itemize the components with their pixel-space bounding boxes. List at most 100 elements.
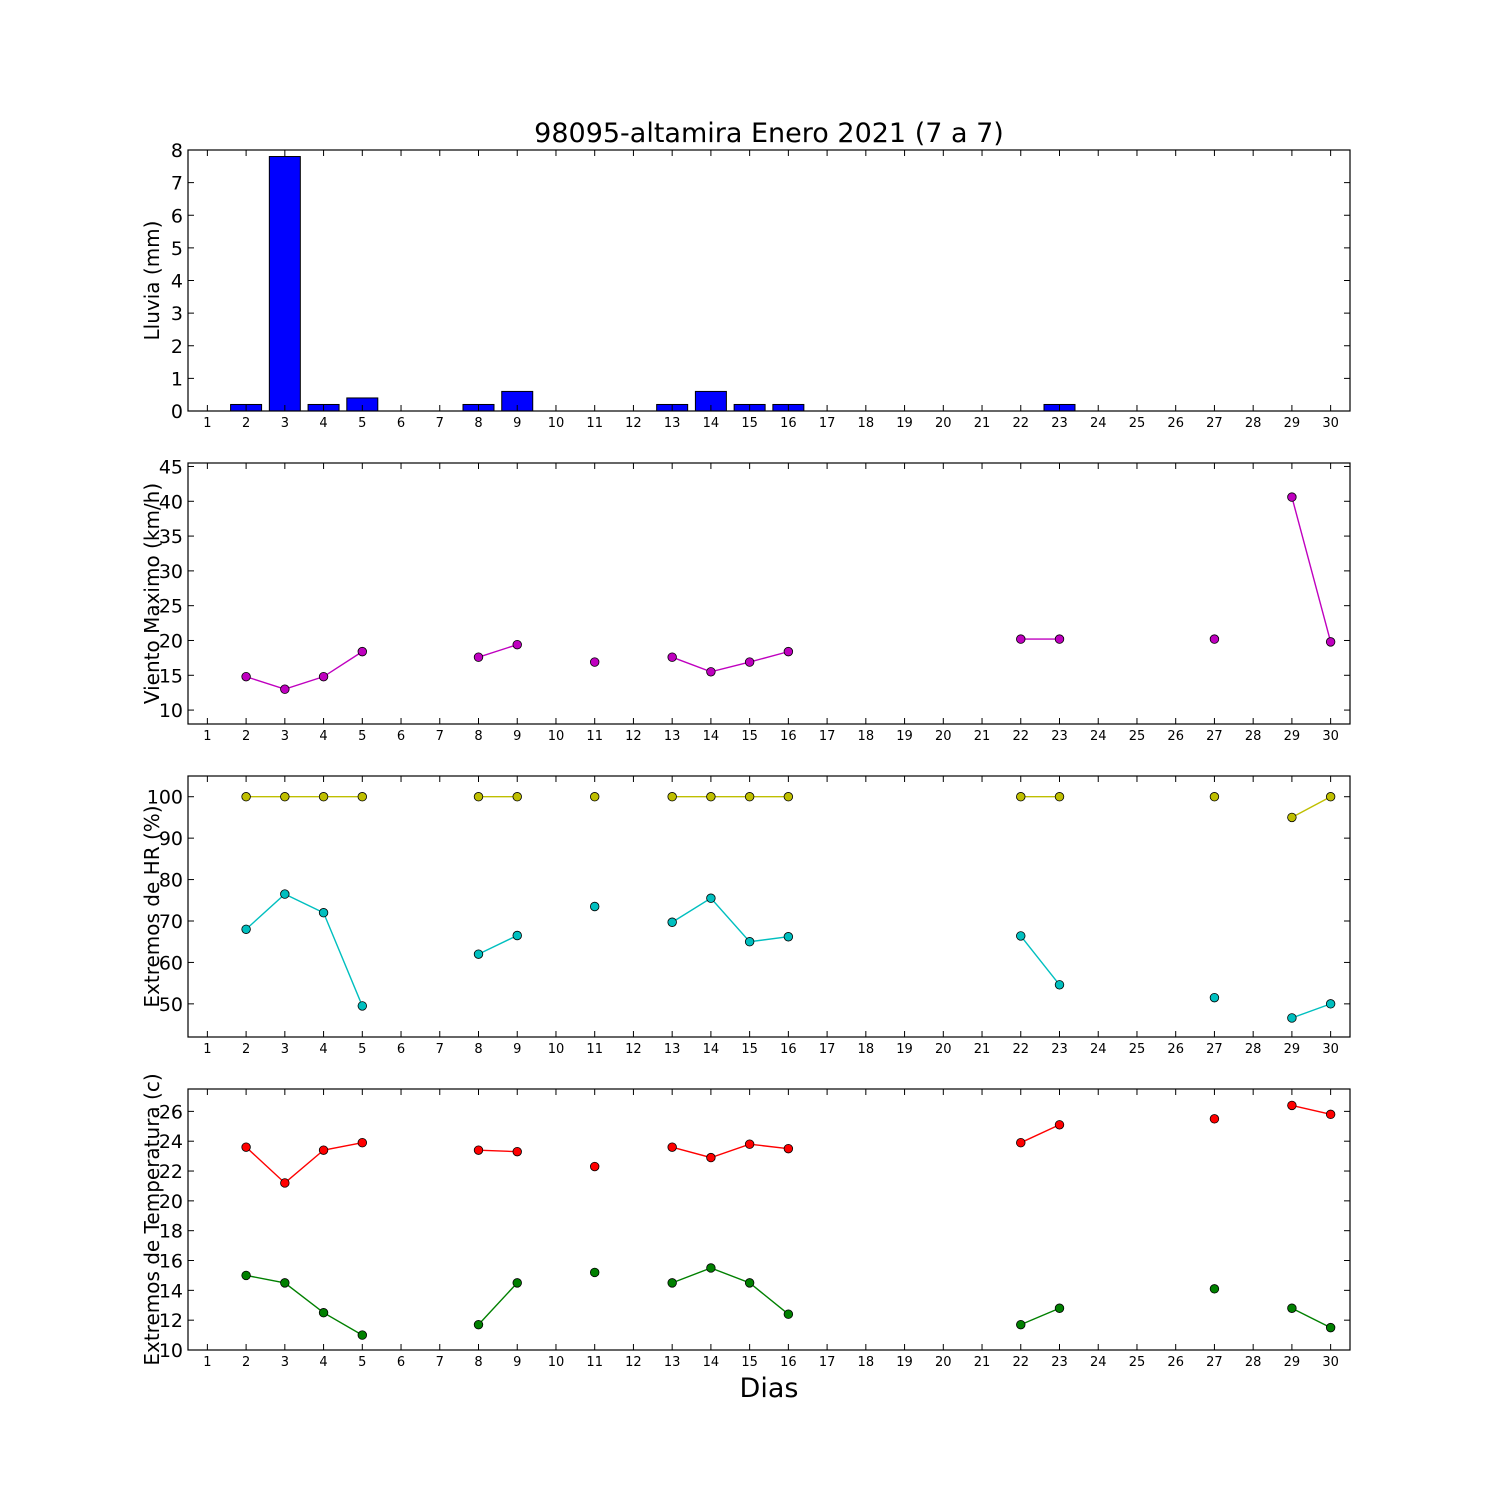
x-tick-label: 5 (358, 729, 366, 744)
x-tick-label: 10 (548, 729, 565, 744)
series-2-line (1291, 1307, 1331, 1329)
x-tick-label: 2 (242, 729, 250, 744)
series-1-point-day-14 (706, 667, 716, 677)
series-2-point-day-27 (1209, 992, 1220, 1003)
x-tick-label: 23 (1051, 729, 1068, 744)
series-1-point-day-30 (1325, 792, 1336, 802)
series-1-point-day-14 (706, 792, 716, 802)
x-tick-label: 25 (1129, 416, 1146, 431)
x-tick-label: 29 (1284, 729, 1301, 744)
x-tick-label: 24 (1090, 1355, 1107, 1370)
x-tick-label: 28 (1245, 729, 1262, 744)
series-1-point-day-15 (744, 792, 755, 802)
y-axis-label: Lluvia (mm) (140, 221, 164, 341)
series-1-point-day-13 (667, 652, 677, 662)
x-tick-label: 21 (974, 1042, 991, 1057)
y-tick-label: 12 (159, 1310, 183, 1332)
series-2-line (671, 897, 789, 943)
x-tick-label: 10 (548, 1042, 565, 1057)
series-2-point-day-13 (667, 1278, 677, 1288)
x-tick-label: 4 (319, 729, 327, 744)
y-tick-label: 100 (147, 787, 183, 809)
plot-frame (187, 462, 1351, 725)
y-tick-label: 30 (159, 561, 183, 583)
x-tick-label: 14 (703, 729, 720, 744)
series-2-point-day-9 (512, 1278, 522, 1288)
series-2-point-day-29 (1287, 1303, 1297, 1313)
chart-title: 98095-altamira Enero 2021 (7 a 7) (534, 118, 1004, 149)
series-2-line (477, 1282, 518, 1326)
x-tick-label: 16 (780, 729, 797, 744)
y-tick-label: 70 (159, 911, 183, 933)
plot-frame (187, 149, 1351, 412)
y-tick-label: 16 (159, 1251, 183, 1273)
series-2-point-day-23 (1054, 980, 1065, 990)
series-2-point-day-5 (357, 1330, 368, 1340)
series-1-point-day-15 (744, 657, 755, 667)
series-1-point-day-5 (357, 1137, 368, 1148)
x-tick-label: 10 (548, 1355, 565, 1370)
y-tick-label: 50 (159, 994, 183, 1016)
series-2-point-day-5 (357, 1001, 368, 1011)
series-2-point-day-16 (783, 1309, 794, 1319)
series-1-point-day-22 (1016, 1137, 1026, 1148)
series-1-point-day-8 (473, 1145, 484, 1155)
y-tick-label: 5 (171, 238, 183, 260)
series-2-point-day-8 (473, 1319, 484, 1330)
x-tick-label: 28 (1245, 416, 1262, 431)
series-1-point-day-5 (357, 646, 368, 657)
series-2-point-day-2 (241, 1270, 251, 1281)
x-tick-label: 24 (1090, 1042, 1107, 1057)
x-tick-label: 11 (586, 416, 603, 431)
x-tick-label: 5 (358, 1355, 366, 1370)
x-tick-label: 7 (436, 729, 444, 744)
x-tick-label: 13 (664, 1042, 681, 1057)
x-tick-label: 16 (780, 1042, 797, 1057)
series-1-point-day-30 (1325, 1109, 1336, 1120)
series-1-line (245, 1142, 363, 1184)
x-tick-label: 9 (513, 729, 521, 744)
y-tick-label: 10 (159, 1340, 183, 1362)
series-2-point-day-8 (473, 949, 484, 959)
x-tick-label: 6 (397, 1355, 405, 1370)
x-tick-label: 20 (935, 1042, 952, 1057)
series-1-point-day-13 (667, 792, 677, 802)
y-tick-label: 26 (159, 1101, 183, 1123)
x-tick-label: 17 (819, 1042, 836, 1057)
x-tick-label: 17 (819, 729, 836, 744)
y-tick-label: 24 (159, 1131, 183, 1153)
x-tick-label: 23 (1051, 1042, 1068, 1057)
series-1-line (1020, 1124, 1060, 1144)
series-1-point-day-30 (1325, 637, 1336, 647)
series-2-line (1291, 1003, 1331, 1019)
x-tick-label: 12 (625, 1355, 642, 1370)
x-tick-label: 18 (858, 416, 875, 431)
y-tick-label: 80 (159, 870, 183, 892)
x-tick-label: 19 (896, 416, 913, 431)
x-tick-label: 6 (397, 416, 405, 431)
x-tick-label: 25 (1129, 1355, 1146, 1370)
series-1-point-day-16 (783, 792, 794, 802)
series-1-point-day-22 (1016, 792, 1026, 802)
series-2-point-day-3 (280, 1278, 290, 1288)
x-tick-label: 18 (858, 1042, 875, 1057)
series-1-point-day-11 (590, 657, 600, 667)
series-2-line (671, 1267, 789, 1315)
series-1-point-day-3 (280, 1178, 290, 1188)
x-tick-label: 3 (281, 729, 289, 744)
x-tick-label: 27 (1206, 1042, 1223, 1057)
series-2-point-day-30 (1325, 999, 1336, 1009)
x-tick-label: 21 (974, 416, 991, 431)
series-1-point-day-29 (1287, 1100, 1297, 1111)
x-tick-label: 30 (1322, 729, 1339, 744)
x-tick-label: 19 (896, 1355, 913, 1370)
x-axis-label: Dias (740, 1373, 799, 1404)
x-tick-label: 14 (703, 416, 720, 431)
x-tick-label: 22 (1012, 729, 1029, 744)
series-1-point-day-3 (280, 684, 290, 694)
x-tick-label: 2 (242, 416, 250, 431)
x-tick-label: 26 (1167, 1042, 1184, 1057)
x-tick-label: 30 (1322, 416, 1339, 431)
x-tick-label: 5 (358, 416, 366, 431)
